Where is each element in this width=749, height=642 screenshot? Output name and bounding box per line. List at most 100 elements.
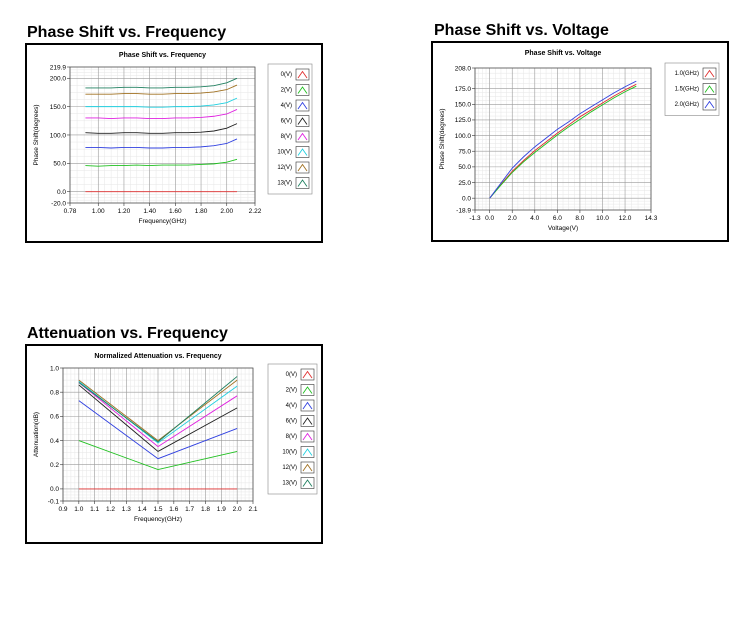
phase-freq-series-line-6 xyxy=(85,84,238,95)
attenuation-freq-x-tick-label: 1.8 xyxy=(201,506,210,513)
attenuation-freq-x-tick-label: 1.6 xyxy=(169,506,178,513)
phase-voltage-y-tick-label: 25.0 xyxy=(458,180,471,187)
attenuation-freq-x-tick-label: 1.1 xyxy=(90,506,99,513)
phase-voltage-y-axis-label: Phase Shift(degrees) xyxy=(439,108,446,169)
attenuation-freq-series-line-1 xyxy=(78,440,238,471)
phase-freq-y-tick-label: 219.9 xyxy=(50,64,67,71)
phase-freq-heading: Phase Shift vs. Frequency xyxy=(27,24,227,41)
attenuation-freq-legend-label: 10(V) xyxy=(282,450,297,456)
phase-voltage-y-tick-label: 0.0 xyxy=(462,195,471,202)
phase-freq-legend-label: 13(V) xyxy=(277,181,292,187)
phase-freq-x-axis-label: Frequency(GHz) xyxy=(138,218,186,225)
attenuation-freq-legend-swatch xyxy=(300,384,315,396)
phase-freq-x-tick-label: 0.78 xyxy=(64,208,77,215)
phase-voltage-x-tick-label: 0.0 xyxy=(485,215,494,222)
phase-freq-x-tick-label: 1.60 xyxy=(169,208,182,215)
phase-voltage-x-tick-label: 4.0 xyxy=(530,215,539,222)
phase-freq-legend xyxy=(267,63,313,195)
phase-voltage-legend-mark xyxy=(704,85,715,93)
attenuation-freq-x-tick-label: 1.3 xyxy=(122,506,131,513)
phase-voltage-x-tick-label: 2.0 xyxy=(508,215,517,222)
attenuation-freq-series-line-6 xyxy=(78,379,238,442)
phase-voltage-series-line-1 xyxy=(489,85,637,199)
phase-freq-series-line-5 xyxy=(85,97,238,108)
attenuation-freq-svg: Normalized Attenuation vs. Frequency 1.0 0… xyxy=(33,353,318,523)
attenuation-freq-x-tick-label: 1.2 xyxy=(106,506,115,513)
phase-freq-y-tick-label: 200.0 xyxy=(50,76,67,83)
phase-freq-chart: Phase Shift vs. Frequency 219.9 200.0 150.0… xyxy=(25,43,323,243)
phase-freq-y-tick-label: 150.0 xyxy=(50,104,67,111)
phase-voltage-x-tick-label: 10.0 xyxy=(596,215,609,222)
phase-voltage-legend-mark xyxy=(704,69,715,78)
phase-freq-x-tick-label: 1.20 xyxy=(118,208,131,215)
attenuation-freq-series-line-4 xyxy=(78,382,238,448)
phase-freq-legend-swatch xyxy=(295,161,310,174)
phase-voltage-y-tick-label: 75.0 xyxy=(458,149,471,156)
attenuation-freq-x-tick-label: 1.7 xyxy=(185,506,194,513)
attenuation-freq-legend-label: 12(V) xyxy=(282,465,297,471)
phase-voltage-chart-title: Phase Shift vs. Voltage xyxy=(525,50,602,57)
attenuation-freq-legend-label: 8(V) xyxy=(286,434,297,440)
attenuation-freq-legend-label: 6(V) xyxy=(286,419,297,425)
phase-freq-y-tick-label: 0.0 xyxy=(57,189,66,196)
attenuation-freq-y-tick-label: -0.1 xyxy=(48,498,60,505)
attenuation-freq-legend-mark xyxy=(302,370,313,379)
phase-voltage-y-tick-label: 175.0 xyxy=(455,86,472,93)
phase-freq-legend-label: 4(V) xyxy=(281,103,292,109)
phase-freq-legend-mark xyxy=(297,163,308,172)
phase-freq-y-tick-label: 50.0 xyxy=(53,161,66,168)
attenuation-freq-legend-swatch xyxy=(300,430,315,443)
attenuation-freq-chart: Normalized Attenuation vs. Frequency 1.0 0… xyxy=(25,344,323,544)
phase-freq-legend-mark xyxy=(297,179,308,187)
attenuation-freq-legend-swatch xyxy=(300,446,315,458)
attenuation-freq-x-tick-label: 1.0 xyxy=(74,506,83,513)
phase-freq-x-tick-label: 2.00 xyxy=(220,208,233,215)
attenuation-freq-legend-mark xyxy=(302,463,313,472)
phase-freq-legend-label: 2(V) xyxy=(281,88,292,94)
phase-voltage-x-tick-label: 6.0 xyxy=(553,215,562,222)
phase-freq-legend-mark xyxy=(297,148,308,156)
attenuation-freq-x-tick-label: 0.9 xyxy=(58,506,67,513)
phase-freq-x-tick-label: 1.80 xyxy=(195,208,208,215)
phase-voltage-x-tick-label: -1.3 xyxy=(469,215,481,222)
attenuation-freq-legend-label: 0(V) xyxy=(286,372,297,378)
phase-freq-legend-label: 12(V) xyxy=(277,165,292,171)
attenuation-freq-legend-mark xyxy=(302,479,313,487)
phase-freq-series-line-7 xyxy=(85,77,238,89)
phase-freq-legend-swatch xyxy=(295,68,310,81)
phase-voltage-svg: Phase Shift vs. Voltage 208.0 175.0 150.0 12… xyxy=(439,50,720,232)
phase-voltage-y-tick-label: 125.0 xyxy=(455,117,472,124)
attenuation-freq-x-tick-label: 2.0 xyxy=(233,506,242,513)
phase-freq-legend-label: 6(V) xyxy=(281,119,292,125)
attenuation-freq-legend-mark xyxy=(302,448,313,456)
phase-freq-legend-swatch xyxy=(295,146,310,158)
phase-voltage-legend-label: 1.5(GHz) xyxy=(675,87,699,93)
attenuation-freq-legend-swatch xyxy=(300,415,315,427)
phase-voltage-chart: Phase Shift vs. Voltage 208.0 175.0 150.0 12… xyxy=(431,41,729,242)
attenuation-freq-legend-swatch xyxy=(300,477,315,489)
phase-voltage-x-tick-label: 12.0 xyxy=(619,215,632,222)
phase-voltage-y-tick-label: 100.0 xyxy=(455,133,472,140)
phase-freq-legend-mark xyxy=(297,132,308,141)
attenuation-freq-legend-label: 2(V) xyxy=(286,388,297,394)
phase-freq-legend-swatch xyxy=(295,115,310,127)
phase-freq-legend-label: 10(V) xyxy=(277,150,292,156)
phase-freq-y-axis-label: Phase Shift(degrees) xyxy=(33,104,40,165)
phase-freq-legend-label: 8(V) xyxy=(281,134,292,140)
phase-freq-legend-label: 0(V) xyxy=(281,72,292,78)
attenuation-freq-legend-mark xyxy=(302,386,313,394)
phase-freq-legend-swatch xyxy=(295,177,310,189)
phase-freq-series-line-4 xyxy=(85,109,238,119)
phase-freq-legend-mark xyxy=(297,86,308,94)
attenuation-freq-legend-label: 13(V) xyxy=(282,481,297,487)
phase-freq-legend-mark xyxy=(297,70,308,79)
phase-freq-y-tick-label: -20.0 xyxy=(51,200,66,207)
phase-voltage-legend-swatch xyxy=(702,98,717,111)
attenuation-freq-y-tick-label: 1.0 xyxy=(50,365,59,372)
phase-voltage-y-tick-label: 150.0 xyxy=(455,102,472,109)
attenuation-freq-y-tick-label: 0.4 xyxy=(50,438,59,445)
attenuation-freq-y-tick-label: 0.0 xyxy=(50,486,59,493)
attenuation-freq-legend-mark xyxy=(302,432,313,441)
attenuation-freq-legend-mark xyxy=(302,417,313,425)
attenuation-freq-y-tick-label: 0.2 xyxy=(50,462,59,469)
